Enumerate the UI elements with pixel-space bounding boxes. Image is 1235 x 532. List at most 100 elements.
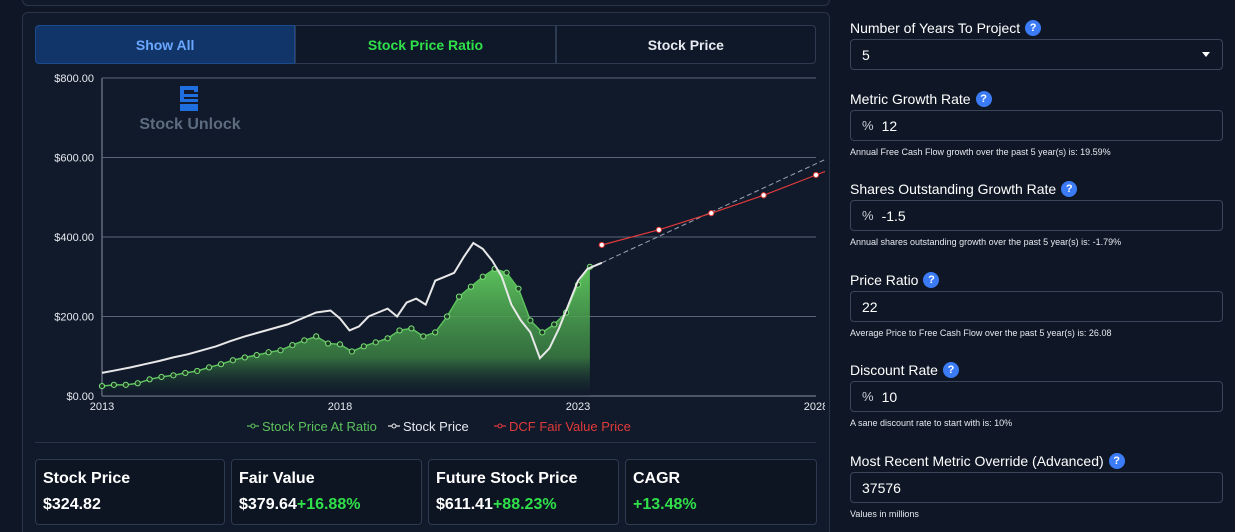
stat-value: $324.82 (43, 496, 101, 513)
ratio-point (325, 340, 332, 347)
years-select[interactable]: 5 (850, 39, 1223, 70)
chart-area: Stock Unlock $0.00 $200.00 $400.00 $600.00 $… (35, 70, 877, 440)
y-tick-label: $800.00 (54, 73, 94, 85)
x-tick-label: 2018 (328, 401, 352, 413)
ratio-point (360, 343, 367, 350)
ratio-point (110, 381, 118, 388)
ratio-point (467, 283, 474, 290)
years-label: Number of Years To Project? (850, 20, 1042, 36)
tab-stock-price[interactable]: Stock Price (555, 25, 816, 64)
stat-value: $379.64+16.88% (239, 496, 361, 513)
dcf-point (760, 192, 767, 199)
stat-label: Fair Value (239, 470, 315, 487)
ratio-point (384, 335, 391, 342)
stat-value: +13.48% (633, 496, 697, 513)
dcf-point (655, 226, 663, 233)
ratio-point (229, 357, 236, 364)
ratio-point (217, 361, 225, 368)
ratio-point (372, 339, 379, 346)
ratio-point (194, 367, 201, 375)
ratio-point (408, 325, 415, 332)
ratio-point (265, 349, 272, 356)
y-tick-label: $200.00 (54, 312, 94, 324)
stat-label: Stock Price (43, 470, 131, 487)
stat-stock-price: Stock Price $324.82 (35, 459, 225, 525)
ratio-point (182, 369, 189, 377)
ratio-point (301, 337, 308, 344)
discount-input[interactable]: % 10 (850, 381, 1223, 412)
ratio-point (503, 269, 510, 276)
legend-item: Stock Price At Ratio (247, 419, 377, 434)
help-icon[interactable]: ? (975, 91, 992, 107)
stat-label: Future Stock Price (436, 470, 578, 487)
ratio-point (551, 321, 558, 328)
growth-label: Metric Growth Rate? (850, 91, 992, 107)
projection-line (601, 152, 841, 264)
override-input[interactable]: 37576 (850, 472, 1223, 503)
legend-marker (391, 423, 397, 429)
chart-card (22, 12, 830, 532)
shares-input[interactable]: % -1.5 (850, 200, 1223, 231)
dcf-point (598, 241, 605, 249)
x-tick-label: 2013 (90, 401, 114, 413)
ratio-label: Price Ratio? (850, 272, 940, 288)
price-chart: Stock Unlock $0.00 $200.00 $400.00 $600.00 $… (54, 73, 877, 434)
dcf-point (708, 210, 715, 217)
x-tick-label: 2023 (566, 401, 590, 413)
legend-label: Stock Price (403, 419, 469, 434)
ratio-point (134, 380, 141, 387)
discount-hint: A sane discount rate to start with is: 1… (850, 418, 1013, 428)
ratio-point (170, 372, 177, 379)
y-tick-label: $600.00 (54, 153, 94, 165)
legend-marker (250, 423, 256, 429)
ratio-point (146, 376, 153, 383)
legend-item: DCF Fair Value Price (494, 419, 631, 434)
ratio-point (313, 333, 320, 340)
ratio-point (206, 364, 213, 371)
help-icon[interactable]: ? (1108, 453, 1125, 469)
ratio-input[interactable]: 22 (850, 291, 1223, 322)
chart-divider (35, 442, 816, 443)
ratio-point (479, 273, 486, 280)
dcf-line (601, 152, 874, 246)
chart-tabs: Show All Stock Price Ratio Stock Price (35, 25, 816, 64)
help-icon[interactable]: ? (923, 272, 940, 288)
help-icon[interactable]: ? (1061, 181, 1078, 197)
ratio-point (539, 329, 546, 336)
chevron-down-icon (1202, 52, 1210, 57)
legend-label: Stock Price At Ratio (262, 419, 377, 434)
ratio-point (396, 327, 403, 334)
dcf-point (812, 171, 820, 179)
ratio-point (515, 285, 522, 292)
ratio-point (253, 351, 260, 359)
legend-label: DCF Fair Value Price (509, 419, 631, 434)
ratio-point (444, 313, 451, 320)
stat-fair-value: Fair Value $379.64+16.88% (231, 459, 422, 525)
ratio-point (348, 348, 355, 355)
y-tick-label: $0.00 (66, 391, 94, 403)
discount-label: Discount Rate? (850, 362, 959, 378)
settings-panel: Number of Years To Project? 5 Metric Gro… (838, 0, 1235, 532)
shares-label: Shares Outstanding Growth Rate? (850, 181, 1078, 197)
growth-hint: Annual Free Cash Flow growth over the pa… (850, 147, 1111, 157)
help-icon[interactable]: ? (1025, 20, 1042, 36)
y-tick-label: $400.00 (54, 232, 94, 244)
ratio-point (527, 317, 534, 324)
help-icon[interactable]: ? (942, 362, 959, 378)
watermark-logo: Stock Unlock (139, 86, 241, 133)
ratio-point (98, 382, 106, 390)
ratio-point (277, 347, 284, 354)
tab-stock-price-ratio[interactable]: Stock Price Ratio (295, 25, 556, 64)
stat-value: $611.41+88.23% (436, 496, 557, 513)
tab-show-all[interactable]: Show All (35, 25, 296, 64)
ratio-point (336, 341, 344, 348)
growth-input[interactable]: % 12 (850, 110, 1223, 141)
override-label: Most Recent Metric Override (Advanced)? (850, 453, 1125, 469)
ratio-point (420, 333, 427, 340)
ratio-point (122, 381, 129, 388)
ratio-point (158, 373, 165, 381)
shares-hint: Annual shares outstanding growth over th… (850, 237, 1122, 247)
ratio-point (432, 329, 439, 336)
price-line (101, 241, 603, 374)
stat-future-price: Future Stock Price $611.41+88.23% (428, 459, 619, 525)
